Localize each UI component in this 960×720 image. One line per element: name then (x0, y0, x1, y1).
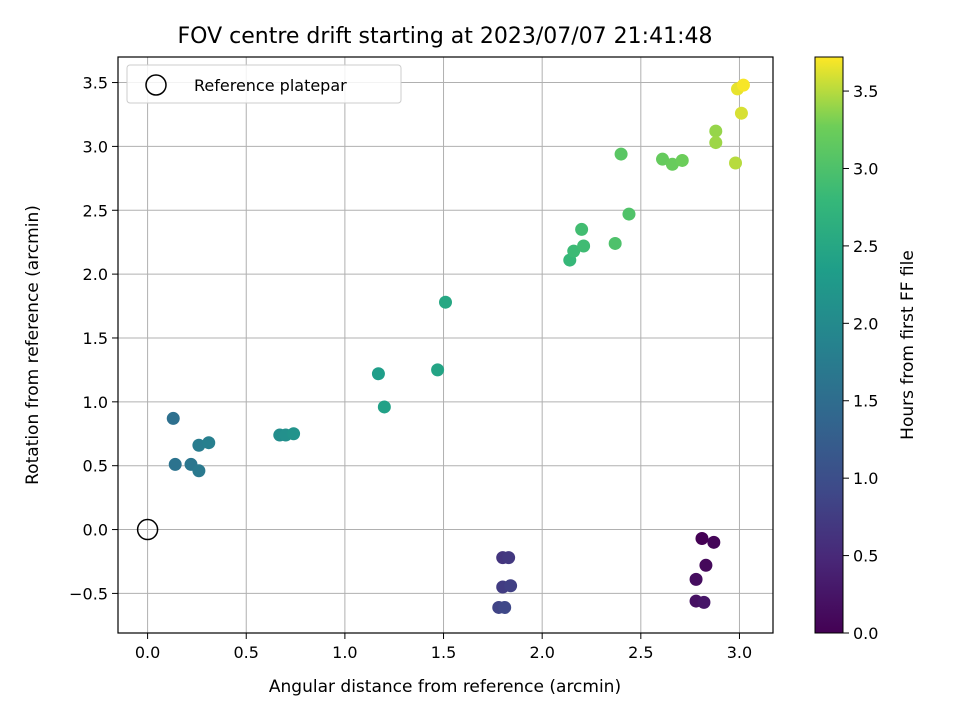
data-point (168, 457, 182, 471)
data-point (192, 438, 206, 452)
data-point (377, 400, 391, 414)
colorbar (814, 56, 844, 634)
data-point (707, 535, 721, 549)
colorbar-tick-label: 0.5 (853, 547, 878, 566)
y-tick-label: 2.0 (83, 265, 108, 284)
y-axis-label: Rotation from reference (arcmin) (23, 205, 43, 485)
x-axis-ticks: 0.0 0.5 1.0 1.5 2.0 2.5 3.0 (135, 633, 752, 662)
data-point (695, 531, 709, 545)
y-tick-label: 1.5 (83, 329, 108, 348)
y-tick-label: 2.5 (83, 201, 108, 220)
x-tick-label: 2.0 (529, 643, 554, 662)
y-tick-label: 3.5 (83, 74, 108, 93)
colorbar-ticks: 0.0 0.5 1.0 1.5 2.0 2.5 3.0 3.5 (843, 82, 878, 643)
x-tick-label: 2.5 (628, 643, 653, 662)
data-point (697, 595, 711, 609)
data-point (498, 600, 512, 614)
data-point (614, 147, 628, 161)
y-tick-label: −0.5 (69, 584, 108, 603)
x-tick-label: 0.0 (135, 643, 160, 662)
colorbar-tick-label: 2.5 (853, 237, 878, 256)
y-tick-label: 1.0 (83, 393, 108, 412)
data-point (439, 295, 452, 309)
data-point (504, 579, 518, 593)
legend-box (126, 64, 402, 104)
data-point (709, 124, 723, 138)
grid (118, 57, 773, 633)
x-tick-label: 1.0 (332, 643, 357, 662)
data-points (166, 78, 750, 614)
data-point (567, 244, 581, 258)
data-point (622, 207, 636, 221)
data-point (729, 156, 743, 170)
data-point (202, 436, 216, 450)
colorbar-tick-label: 1.5 (853, 392, 878, 411)
data-point (675, 153, 689, 167)
y-axis-ticks: −0.5 0.0 0.5 1.0 1.5 2.0 2.5 3.0 3.5 (69, 74, 118, 603)
legend-label: Reference platepar (194, 76, 347, 95)
x-tick-label: 3.0 (727, 643, 752, 662)
y-tick-label: 0.0 (83, 521, 108, 540)
data-point (665, 157, 679, 171)
data-point (502, 551, 516, 565)
colorbar-tick-label: 2.0 (853, 314, 878, 333)
y-tick-label: 3.0 (83, 137, 108, 156)
data-point (575, 222, 589, 236)
legend-reference-icon (145, 74, 167, 96)
data-point (577, 239, 591, 253)
data-point (192, 464, 206, 478)
legend: Reference platepar (126, 64, 402, 104)
data-point (608, 236, 622, 250)
plot-frame (117, 56, 774, 634)
data-point (709, 136, 723, 150)
x-tick-label: 0.5 (234, 643, 259, 662)
data-point (699, 558, 713, 572)
colorbar-label: Hours from first FF file (898, 250, 918, 440)
data-point (371, 367, 385, 381)
data-point (736, 78, 750, 92)
data-point (166, 411, 180, 425)
data-point (689, 572, 703, 586)
reference-marker (136, 518, 159, 541)
colorbar-tick-label: 3.0 (853, 159, 878, 178)
colorbar-tick-label: 3.5 (853, 82, 878, 101)
data-point (656, 152, 670, 166)
x-tick-label: 1.5 (431, 643, 456, 662)
colorbar-tick-label: 1.0 (853, 469, 878, 488)
chart-title: FOV centre drift starting at 2023/07/07 … (178, 24, 713, 49)
colorbar-tick-label: 0.0 (853, 624, 878, 643)
data-point (431, 363, 445, 377)
data-point (734, 106, 748, 120)
x-axis-label: Angular distance from reference (arcmin) (269, 677, 621, 697)
y-tick-label: 0.5 (83, 457, 108, 476)
data-point (287, 427, 301, 441)
